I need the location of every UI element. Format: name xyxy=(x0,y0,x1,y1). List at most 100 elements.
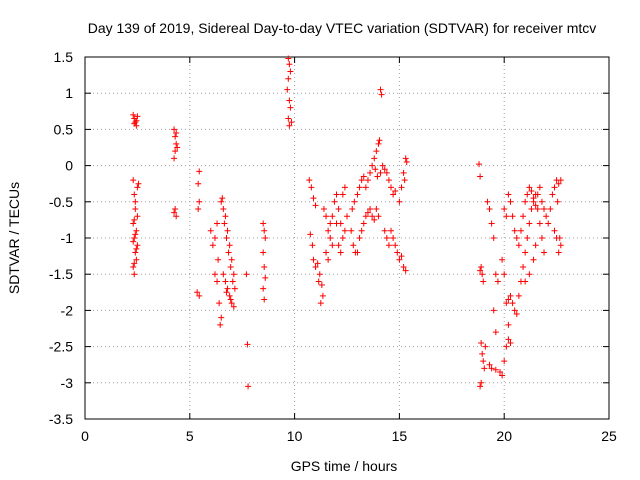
data-point xyxy=(492,329,499,336)
data-point xyxy=(195,180,202,187)
y-tick-label: 1 xyxy=(65,85,73,101)
data-point xyxy=(530,195,537,202)
plot-frame xyxy=(84,56,610,420)
data-points xyxy=(130,55,564,390)
data-point xyxy=(285,75,292,82)
data-point xyxy=(388,227,395,234)
data-point xyxy=(547,206,554,213)
data-point xyxy=(327,235,334,241)
data-point xyxy=(230,303,237,310)
data-point xyxy=(351,198,358,205)
data-point xyxy=(327,220,334,227)
chart-title: Day 139 of 2019, Sidereal Day-to-day VTE… xyxy=(88,20,597,36)
data-point xyxy=(557,177,564,184)
data-point xyxy=(218,198,225,205)
x-tick-label: 20 xyxy=(496,428,512,444)
data-point xyxy=(488,365,495,372)
data-point xyxy=(316,271,323,278)
x-tick-label: 0 xyxy=(81,428,89,444)
data-point xyxy=(349,206,356,213)
data-point xyxy=(524,191,531,198)
data-point xyxy=(318,282,325,289)
data-point xyxy=(381,166,388,173)
data-point xyxy=(130,238,137,245)
data-point xyxy=(244,341,251,348)
data-point xyxy=(329,242,336,249)
data-point xyxy=(341,184,348,191)
data-point xyxy=(339,235,346,241)
data-point xyxy=(476,161,483,168)
data-point xyxy=(306,177,313,184)
data-point xyxy=(285,55,292,62)
data-point xyxy=(260,249,267,256)
data-point xyxy=(551,227,558,234)
data-point xyxy=(333,191,340,198)
data-point xyxy=(555,249,562,256)
data-point xyxy=(538,198,545,205)
data-point xyxy=(394,249,401,256)
data-point xyxy=(335,206,342,213)
data-point xyxy=(358,227,365,234)
data-point xyxy=(402,267,409,274)
data-point xyxy=(132,249,139,256)
data-point xyxy=(499,256,506,263)
data-point xyxy=(373,206,380,213)
data-point xyxy=(480,278,487,285)
data-point xyxy=(549,191,556,198)
y-tick-label: 0.5 xyxy=(54,121,74,137)
y-tick-label: -3.5 xyxy=(49,411,73,427)
data-point xyxy=(479,271,486,278)
data-point xyxy=(310,195,317,202)
data-point xyxy=(480,358,487,365)
data-point xyxy=(261,263,268,270)
data-point xyxy=(173,130,180,137)
data-point xyxy=(400,169,407,176)
data-point xyxy=(557,242,564,249)
data-point xyxy=(507,198,514,205)
data-point xyxy=(312,263,319,270)
data-point xyxy=(392,187,399,194)
data-point xyxy=(371,216,378,223)
y-tick-label: -0.5 xyxy=(49,194,73,210)
data-point xyxy=(354,191,361,198)
data-point xyxy=(288,119,295,126)
data-point xyxy=(243,271,250,278)
data-point xyxy=(398,253,405,260)
data-point xyxy=(223,235,230,241)
data-point xyxy=(522,249,529,256)
data-point xyxy=(396,256,403,263)
x-tick-label: 25 xyxy=(601,428,617,444)
data-point xyxy=(315,278,322,285)
data-point xyxy=(130,111,137,118)
data-point xyxy=(362,184,369,191)
data-point xyxy=(132,231,139,238)
data-point xyxy=(515,292,522,299)
data-point xyxy=(319,292,326,299)
data-point xyxy=(224,285,231,292)
data-point xyxy=(286,97,293,104)
data-point xyxy=(367,169,374,176)
data-point xyxy=(551,184,558,191)
data-point xyxy=(385,242,392,249)
data-point xyxy=(402,155,409,162)
data-point xyxy=(522,198,529,205)
y-tick-label: -2 xyxy=(61,302,74,318)
data-point xyxy=(541,206,548,213)
data-point xyxy=(172,206,179,213)
data-point xyxy=(484,198,491,205)
data-point xyxy=(335,242,342,249)
data-point xyxy=(333,220,340,227)
data-point xyxy=(513,311,520,318)
data-point xyxy=(195,206,202,213)
data-point xyxy=(385,177,392,184)
y-tick-label: -2.5 xyxy=(49,339,73,355)
data-point xyxy=(478,339,485,346)
data-point xyxy=(398,184,405,191)
data-point xyxy=(482,343,489,350)
data-point xyxy=(400,263,407,270)
data-point xyxy=(360,220,367,227)
data-point xyxy=(505,336,512,343)
data-point xyxy=(231,285,238,292)
data-point xyxy=(134,242,141,249)
